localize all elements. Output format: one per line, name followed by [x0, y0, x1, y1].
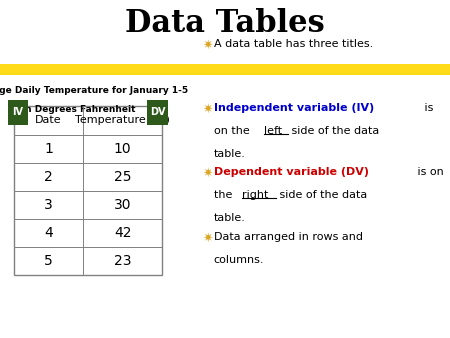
FancyBboxPatch shape	[147, 100, 167, 125]
Text: table.: table.	[214, 149, 246, 159]
Text: 2: 2	[44, 170, 53, 184]
Text: A data table has three titles.: A data table has three titles.	[214, 39, 373, 49]
Text: on the: on the	[214, 126, 253, 136]
Text: ✷: ✷	[202, 103, 213, 116]
Text: 5: 5	[44, 254, 53, 268]
Text: is: is	[420, 103, 433, 113]
Text: columns.: columns.	[214, 255, 264, 265]
Text: 25: 25	[114, 170, 131, 184]
Text: table.: table.	[214, 213, 246, 223]
Bar	[0, 64, 450, 75]
Text: 3: 3	[44, 198, 53, 212]
Text: ✷: ✷	[202, 39, 213, 52]
Text: 23: 23	[114, 254, 131, 268]
Text: 1: 1	[44, 142, 53, 155]
Text: 30: 30	[114, 198, 131, 212]
Text: the: the	[214, 190, 236, 200]
Text: Independent variable (IV): Independent variable (IV)	[214, 103, 374, 113]
Text: Dependent variable (DV): Dependent variable (DV)	[214, 167, 369, 177]
FancyBboxPatch shape	[8, 100, 28, 125]
Text: 10: 10	[114, 142, 131, 155]
Text: DV: DV	[150, 107, 165, 117]
Text: side of the data: side of the data	[288, 126, 379, 136]
Text: Data arranged in rows and: Data arranged in rows and	[214, 232, 363, 242]
Text: side of the data: side of the data	[276, 190, 367, 200]
Text: IV: IV	[13, 107, 23, 117]
Text: Date: Date	[35, 116, 62, 125]
Text: in Degrees Fahrenheit: in Degrees Fahrenheit	[22, 105, 135, 114]
Text: ✷: ✷	[202, 167, 213, 180]
Text: Average Daily Temperature for January 1-5: Average Daily Temperature for January 1-…	[0, 86, 188, 95]
Text: is on: is on	[414, 167, 444, 177]
Text: Temperature (°F): Temperature (°F)	[75, 116, 170, 125]
Text: Data Tables: Data Tables	[125, 8, 325, 40]
Text: left: left	[265, 126, 283, 136]
Text: 42: 42	[114, 226, 131, 240]
Text: 4: 4	[44, 226, 53, 240]
Text: right: right	[242, 190, 268, 200]
Bar	[14, 106, 162, 275]
Text: ✷: ✷	[202, 232, 213, 244]
